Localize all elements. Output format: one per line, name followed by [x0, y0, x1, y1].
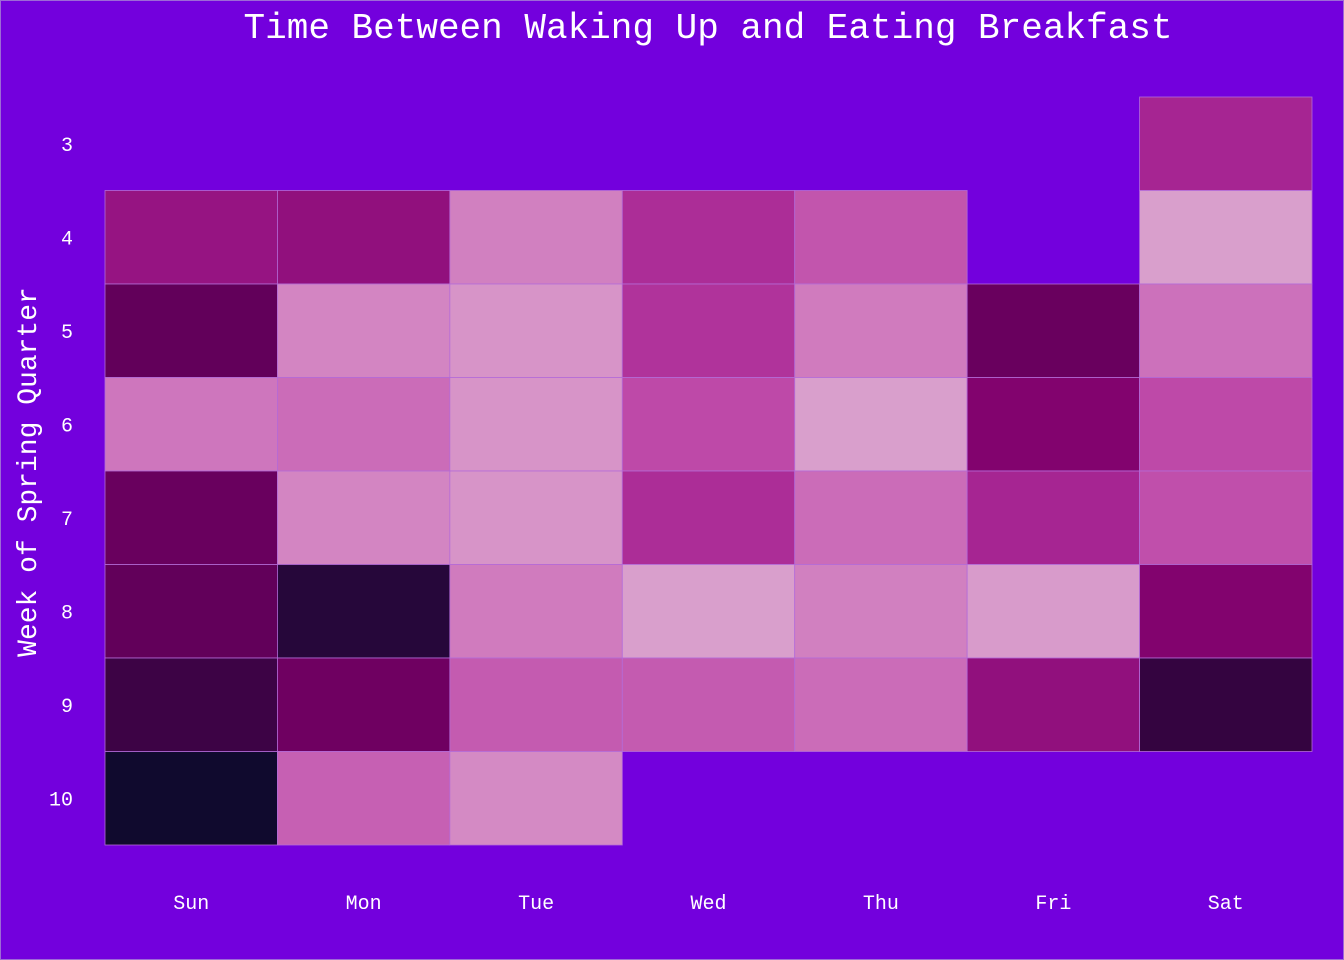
heatmap-cell-week-7-wed — [621, 470, 796, 565]
heatmap-cell-week-8-sun — [104, 564, 278, 659]
chart-title: Time Between Waking Up and Eating Breakf… — [244, 8, 1173, 49]
x-tick-label: Sun — [173, 893, 209, 916]
heatmap-cell-week-4-sun — [104, 190, 278, 285]
heatmap-cell-week-5-mon — [277, 283, 451, 378]
heatmap-cell-week-9-tue — [449, 657, 623, 752]
heatmap-cell-week-5-sun — [104, 283, 278, 378]
heatmap-cell-week-6-sun — [104, 377, 278, 472]
heatmap-cell-week-5-fri — [966, 283, 1140, 378]
heatmap-cell-week-6-tue — [449, 377, 623, 472]
heatmap-cell-week-6-mon — [277, 377, 451, 472]
heatmap-cell-week-8-thu — [794, 564, 968, 659]
heatmap-cell-week-8-mon — [277, 564, 451, 659]
x-tick-label: Fri — [1035, 893, 1071, 916]
heatmap-cell-week-7-mon — [277, 470, 451, 565]
heatmap-cell-week-7-sat — [1139, 470, 1313, 565]
heatmap-cell-week-5-thu — [794, 283, 968, 378]
x-tick-label: Wed — [690, 893, 726, 916]
heatmap-cell-week-7-sun — [104, 470, 278, 565]
heatmap-cell-week-8-fri — [966, 564, 1140, 659]
heatmap-cells — [104, 96, 1313, 846]
heatmap-cell-week-4-sat — [1139, 190, 1313, 285]
x-tick-labels: Sun Mon Tue Wed Thu Fri Sat — [173, 893, 1244, 916]
x-tick-label: Tue — [518, 893, 554, 916]
y-tick-label: 5 — [61, 322, 73, 345]
heatmap-cell-week-9-wed — [621, 657, 796, 752]
x-tick-label: Sat — [1208, 893, 1244, 916]
heatmap-cell-week-8-wed — [621, 564, 796, 659]
y-tick-label: 6 — [61, 415, 73, 438]
heatmap-cell-week-4-tue — [449, 190, 623, 285]
y-tick-label: 7 — [61, 509, 73, 532]
heatmap-cell-week-7-tue — [449, 470, 623, 565]
heatmap-cell-week-6-wed — [621, 377, 796, 472]
heatmap-cell-week-10-tue — [449, 751, 623, 846]
y-axis-label: Week of Spring Quarter — [14, 287, 45, 657]
heatmap-cell-week-4-thu — [794, 190, 968, 285]
heatmap-cell-week-10-sun — [104, 751, 278, 846]
heatmap-cell-week-7-fri — [966, 470, 1140, 565]
heatmap-cell-week-6-sat — [1139, 377, 1313, 472]
heatmap-cell-week-4-mon — [277, 190, 451, 285]
heatmap-cell-week-9-mon — [277, 657, 451, 752]
heatmap-cell-week-9-sun — [104, 657, 278, 752]
heatmap-cell-week-7-thu — [794, 470, 968, 565]
y-tick-labels: 3 4 5 6 7 8 9 10 — [49, 135, 73, 813]
x-tick-label: Mon — [346, 893, 382, 916]
y-tick-label: 10 — [49, 789, 73, 812]
heatmap-cell-week-6-fri — [966, 377, 1140, 472]
heatmap-cell-week-5-tue — [449, 283, 623, 378]
heatmap-cell-week-5-sat — [1139, 283, 1313, 378]
heatmap-cell-week-9-fri — [966, 657, 1140, 752]
heatmap-cell-week-4-wed — [621, 190, 796, 285]
x-tick-label: Thu — [863, 893, 899, 916]
heatmap-cell-week-9-thu — [794, 657, 968, 752]
y-tick-label: 8 — [61, 602, 73, 625]
heatmap-cell-week-8-sat — [1139, 564, 1313, 659]
y-tick-label: 3 — [61, 135, 73, 158]
heatmap-cell-week-10-mon — [277, 751, 451, 846]
heatmap-cell-week-9-sat — [1139, 657, 1313, 752]
heatmap-cell-week-8-tue — [449, 564, 623, 659]
y-tick-label: 4 — [61, 228, 73, 251]
heatmap-cell-week-3-sat — [1139, 96, 1313, 191]
heatmap-cell-week-5-wed — [621, 283, 796, 378]
heatmap-cell-week-6-thu — [794, 377, 968, 472]
y-tick-label: 9 — [61, 696, 73, 719]
